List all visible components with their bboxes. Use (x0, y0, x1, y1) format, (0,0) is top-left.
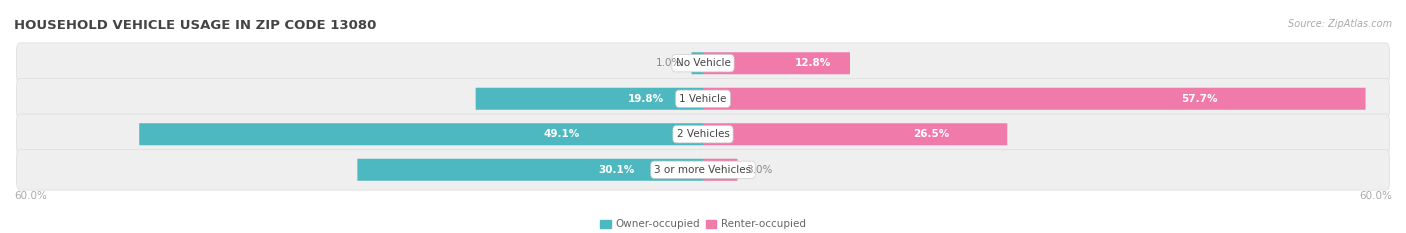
Text: No Vehicle: No Vehicle (675, 58, 731, 68)
FancyBboxPatch shape (139, 123, 703, 145)
FancyBboxPatch shape (357, 159, 703, 181)
Text: HOUSEHOLD VEHICLE USAGE IN ZIP CODE 13080: HOUSEHOLD VEHICLE USAGE IN ZIP CODE 1308… (14, 19, 377, 32)
Text: 57.7%: 57.7% (1181, 94, 1218, 104)
Text: Source: ZipAtlas.com: Source: ZipAtlas.com (1288, 19, 1392, 29)
Text: 60.0%: 60.0% (14, 191, 46, 201)
FancyBboxPatch shape (475, 88, 703, 110)
FancyBboxPatch shape (703, 159, 738, 181)
FancyBboxPatch shape (703, 123, 1007, 145)
Legend: Owner-occupied, Renter-occupied: Owner-occupied, Renter-occupied (596, 215, 810, 233)
FancyBboxPatch shape (703, 52, 851, 74)
Text: 60.0%: 60.0% (1360, 191, 1392, 201)
Text: 2 Vehicles: 2 Vehicles (676, 129, 730, 139)
Text: 3 or more Vehicles: 3 or more Vehicles (654, 165, 752, 175)
Text: 12.8%: 12.8% (796, 58, 831, 68)
FancyBboxPatch shape (17, 43, 1389, 84)
FancyBboxPatch shape (17, 149, 1389, 190)
Text: 19.8%: 19.8% (628, 94, 664, 104)
Text: 49.1%: 49.1% (544, 129, 581, 139)
Text: 26.5%: 26.5% (912, 129, 949, 139)
FancyBboxPatch shape (703, 88, 1365, 110)
Text: 1.0%: 1.0% (657, 58, 682, 68)
Text: 30.1%: 30.1% (599, 165, 634, 175)
Text: 3.0%: 3.0% (747, 165, 773, 175)
FancyBboxPatch shape (17, 79, 1389, 119)
FancyBboxPatch shape (692, 52, 703, 74)
FancyBboxPatch shape (17, 114, 1389, 154)
Text: 1 Vehicle: 1 Vehicle (679, 94, 727, 104)
